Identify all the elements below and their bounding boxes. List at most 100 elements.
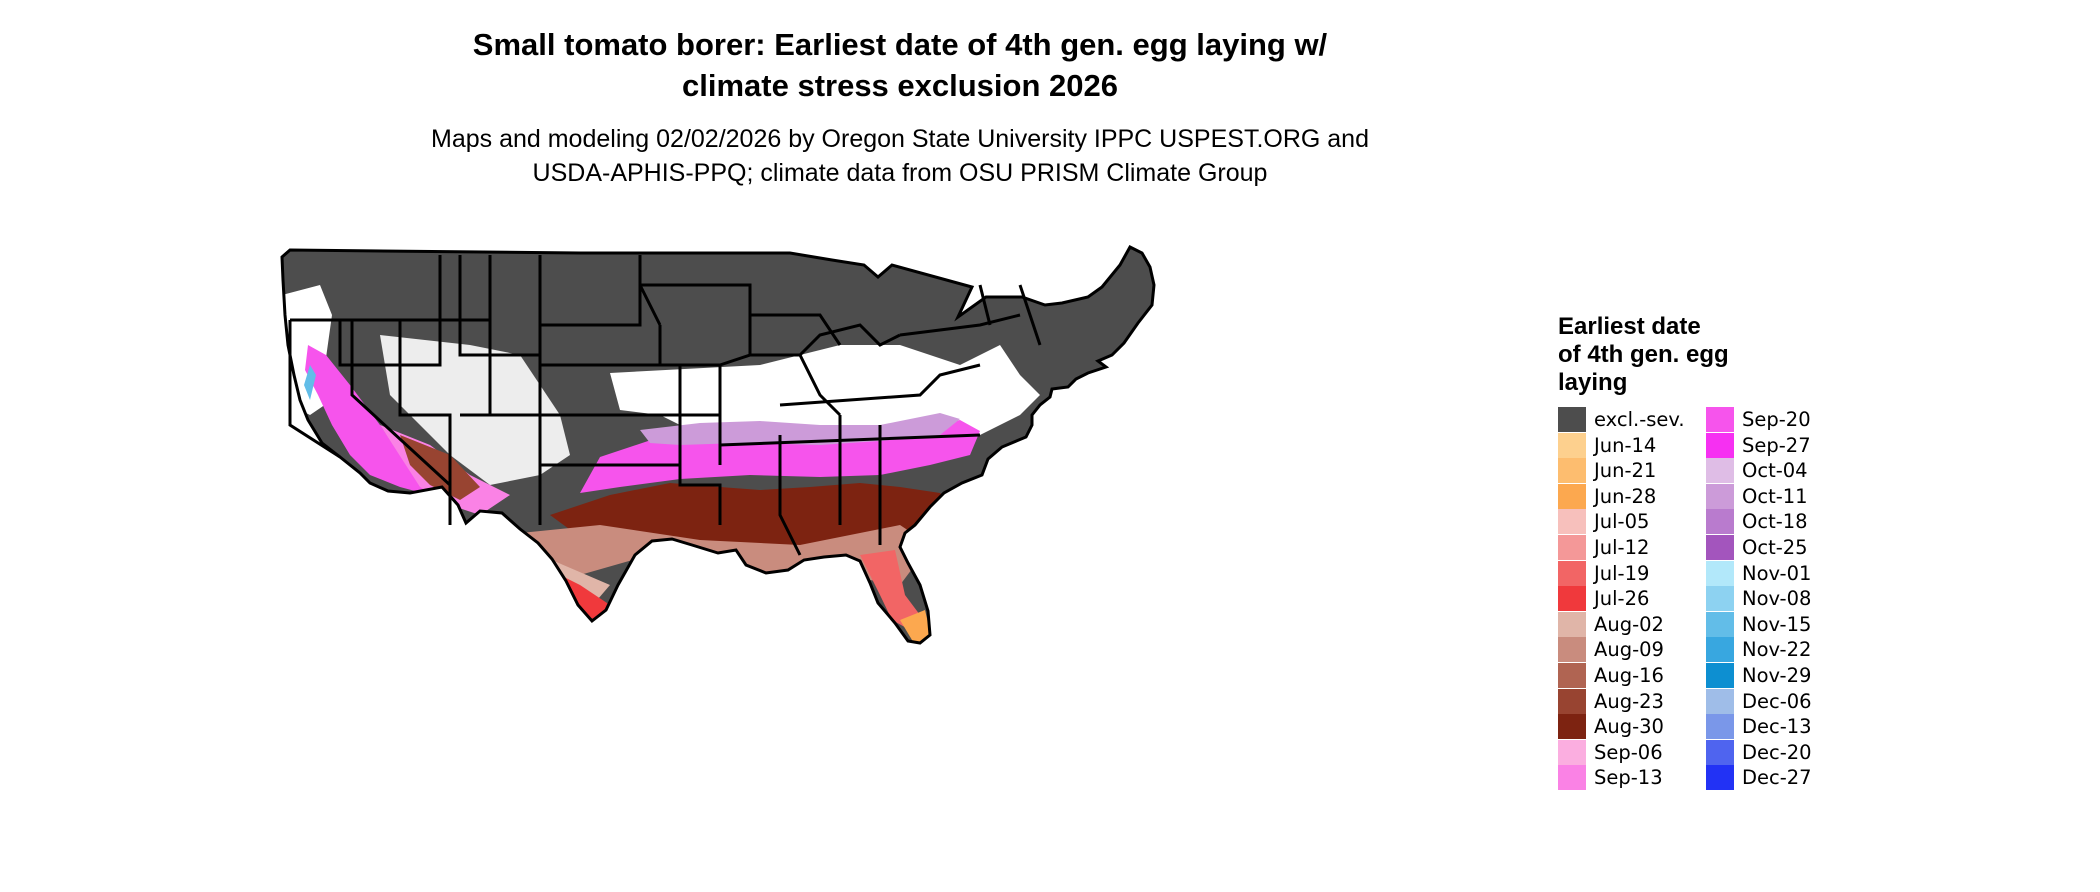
legend-label: Dec-27 [1742, 766, 1812, 790]
legend-swatch [1706, 765, 1734, 791]
legend-swatch [1558, 509, 1586, 535]
legend-item: Oct-25 [1706, 534, 1846, 561]
legend-label: Sep-20 [1742, 408, 1811, 431]
legend-item: Aug-23 [1558, 688, 1698, 715]
legend-swatch [1706, 662, 1734, 688]
legend-item: Sep-20 [1706, 407, 1846, 433]
map-legend: Earliest date of 4th gen. egg laying exc… [1558, 313, 1812, 791]
legend-label: Jul-12 [1594, 535, 1650, 559]
legend-label: Dec-06 [1742, 689, 1812, 713]
legend-item: excl.-sev. [1558, 407, 1698, 433]
legend-title: Earliest date of 4th gen. egg laying [1558, 313, 1798, 397]
legend-label: Nov-15 [1742, 612, 1812, 636]
legend-item: Aug-16 [1558, 662, 1698, 689]
legend-swatch [1558, 611, 1586, 637]
legend-swatch [1558, 637, 1586, 663]
legend-item: Aug-30 [1558, 714, 1698, 740]
map-title-line-2: climate stress exclusion 2026 [682, 68, 1118, 103]
legend-swatch [1558, 739, 1586, 765]
legend-label: Oct-18 [1742, 510, 1808, 534]
legend-label: Jul-05 [1594, 510, 1650, 534]
legend-swatch [1706, 586, 1734, 612]
legend-swatch [1558, 407, 1586, 432]
legend-item: Nov-08 [1706, 586, 1846, 612]
legend-swatch [1558, 688, 1586, 714]
legend-item: Jul-05 [1558, 509, 1698, 535]
legend-swatch [1558, 662, 1586, 688]
california-september-region [305, 345, 450, 495]
legend-swatch [1706, 637, 1734, 663]
legend-label: Aug-09 [1594, 638, 1664, 662]
legend-label: Nov-29 [1742, 663, 1812, 687]
legend-swatch [1558, 432, 1586, 458]
map-subtitle-line-1: Maps and modeling 02/02/2026 by Oregon S… [431, 125, 1369, 153]
legend-label: Jul-26 [1594, 587, 1650, 611]
florida-june-region [900, 610, 932, 643]
legend-swatch [1706, 509, 1734, 535]
florida-july-region [860, 550, 920, 630]
legend-swatch [1706, 688, 1734, 714]
legend-label: Aug-02 [1594, 612, 1664, 636]
legend-item: Dec-20 [1706, 739, 1846, 766]
legend-label: Dec-13 [1742, 715, 1812, 739]
map-title-line-1: Small tomato borer: Earliest date of 4th… [472, 27, 1328, 62]
legend-item: Sep-27 [1706, 432, 1846, 459]
legend-column-1: excl.-sev. Jun-14 Jun-21 Jun-28 Jul-05 Jul-12… [1558, 407, 1698, 791]
legend-item: Jun-28 [1558, 483, 1698, 510]
legend-label: Jun-14 [1594, 433, 1657, 457]
map-subtitle: Maps and modeling 02/02/2026 by Oregon S… [300, 122, 1500, 190]
legend-item: Nov-22 [1706, 637, 1846, 663]
legend-item: Oct-04 [1706, 458, 1846, 484]
legend-label: Aug-23 [1594, 689, 1664, 713]
legend-item: Jul-26 [1558, 586, 1698, 612]
legend-label: Oct-11 [1742, 484, 1808, 508]
legend-label: Oct-04 [1742, 459, 1808, 483]
legend-swatch [1558, 586, 1586, 612]
coastal-november-region [304, 365, 316, 400]
legend-label: Oct-25 [1742, 535, 1808, 559]
legend-label: Nov-22 [1742, 638, 1812, 662]
state-borders [280, 245, 1156, 645]
legend-label: Sep-27 [1742, 433, 1811, 457]
legend-item: Jul-12 [1558, 534, 1698, 561]
legend-swatch [1558, 714, 1586, 740]
legend-label: Sep-06 [1594, 740, 1663, 764]
legend-item: Nov-15 [1706, 611, 1846, 638]
legend-label: Aug-16 [1594, 663, 1664, 687]
legend-swatch [1558, 483, 1586, 509]
legend-swatch [1558, 534, 1586, 560]
legend-title-line-1: Earliest date [1558, 313, 1701, 340]
legend-item: Jun-21 [1558, 458, 1698, 484]
legend-swatch [1706, 432, 1734, 458]
legend-item: Aug-09 [1558, 637, 1698, 663]
arizona-august-region [400, 435, 480, 500]
legend-title-line-3: laying [1558, 369, 1628, 396]
legend-item: Sep-06 [1558, 739, 1698, 766]
great-basin-unreached [380, 335, 570, 485]
legend-label: Jul-19 [1594, 561, 1650, 585]
map-title: Small tomato borer: Earliest date of 4th… [300, 24, 1500, 106]
legend-label: Sep-13 [1594, 766, 1663, 790]
legend-item: Nov-01 [1706, 560, 1846, 587]
legend-swatch [1706, 560, 1734, 586]
legend-label: Aug-30 [1594, 715, 1664, 739]
legend-swatch [1558, 560, 1586, 586]
legend-swatch [1558, 458, 1586, 484]
legend-label: Nov-08 [1742, 587, 1812, 611]
map-subtitle-line-2: USDA-APHIS-PPQ; climate data from OSU PR… [532, 159, 1268, 187]
legend-label: Dec-20 [1742, 740, 1812, 764]
legend-swatch [1706, 611, 1734, 637]
legend-item: Sep-13 [1558, 765, 1698, 791]
legend-item: Dec-13 [1706, 714, 1846, 740]
legend-label: Jun-28 [1594, 484, 1657, 508]
legend-swatch [1706, 714, 1734, 740]
legend-swatch [1706, 739, 1734, 765]
legend-swatch [1706, 483, 1734, 509]
legend-swatch [1558, 765, 1586, 791]
legend-item: Oct-18 [1706, 509, 1846, 535]
legend-label: Jun-21 [1594, 459, 1657, 483]
legend-swatch [1706, 534, 1734, 560]
legend-item: Oct-11 [1706, 483, 1846, 510]
legend-swatch [1706, 407, 1734, 432]
legend-column-2: Sep-20 Sep-27 Oct-04 Oct-11 Oct-18 Oct-25 Nov-… [1706, 407, 1846, 791]
